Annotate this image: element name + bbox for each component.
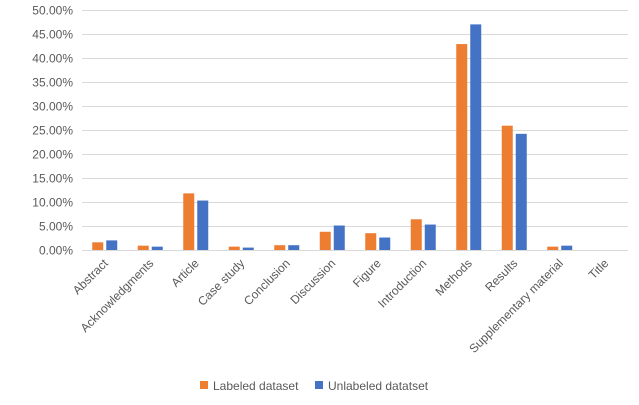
y-tick-label: 50.00% — [32, 4, 73, 18]
bar-unlabeled — [288, 245, 300, 250]
x-tick-label: Results — [482, 256, 520, 294]
x-tick-label: Case study — [195, 256, 247, 308]
x-tick-label: Discussion — [287, 256, 338, 307]
y-tick-label: 5.00% — [39, 220, 73, 234]
bar-unlabeled — [379, 237, 391, 250]
bar-labeled — [501, 125, 513, 250]
bar-labeled — [456, 44, 468, 250]
bar-labeled — [228, 246, 240, 250]
y-tick-label: 25.00% — [32, 124, 73, 138]
bar-labeled — [365, 233, 377, 250]
y-tick-label: 15.00% — [32, 172, 73, 186]
bar-labeled — [183, 193, 195, 250]
gridlines — [82, 10, 628, 227]
bar-labeled — [319, 231, 331, 250]
x-tick-label: Abstract — [70, 256, 111, 297]
x-tick-label: Introduction — [375, 256, 429, 310]
bars — [92, 24, 573, 251]
bar-unlabeled — [197, 200, 209, 250]
x-tick-label: Title — [586, 256, 612, 282]
x-tick-label: Supplementary material — [466, 256, 566, 356]
legend-swatch — [315, 381, 323, 389]
legend-label: Unlabeled datatset — [328, 379, 429, 393]
y-tick-label: 30.00% — [32, 100, 73, 114]
x-tick-label: Figure — [350, 256, 384, 290]
y-axis-ticks: 0.00% 5.00% 10.00% 15.00% 20.00% 25.00% 30.00%… — [32, 4, 73, 258]
bar-labeled — [137, 245, 149, 250]
bar-unlabeled — [333, 225, 345, 250]
x-tick-label: Article — [168, 256, 202, 290]
bar-labeled — [92, 242, 104, 250]
bar-unlabeled — [424, 224, 436, 250]
y-tick-label: 35.00% — [32, 76, 73, 90]
y-tick-label: 45.00% — [32, 28, 73, 42]
bar-labeled — [410, 219, 422, 250]
y-tick-label: 10.00% — [32, 196, 73, 210]
bar-unlabeled — [470, 24, 482, 251]
legend-swatch — [200, 381, 208, 389]
x-tick-label: Conclusion — [241, 256, 293, 308]
bar-unlabeled — [242, 247, 254, 250]
bar-unlabeled — [561, 245, 573, 250]
bar-unlabeled — [106, 240, 118, 250]
legend: Labeled dataset Unlabeled datatset — [200, 379, 429, 393]
bar-unlabeled — [515, 133, 527, 250]
bar-labeled — [274, 245, 286, 250]
y-tick-label: 0.00% — [39, 244, 73, 258]
bar-labeled — [547, 246, 559, 250]
legend-label: Labeled dataset — [213, 379, 299, 393]
x-tick-label: Methods — [432, 256, 474, 298]
y-tick-label: 20.00% — [32, 148, 73, 162]
bar-unlabeled — [151, 246, 163, 250]
y-tick-label: 40.00% — [32, 52, 73, 66]
